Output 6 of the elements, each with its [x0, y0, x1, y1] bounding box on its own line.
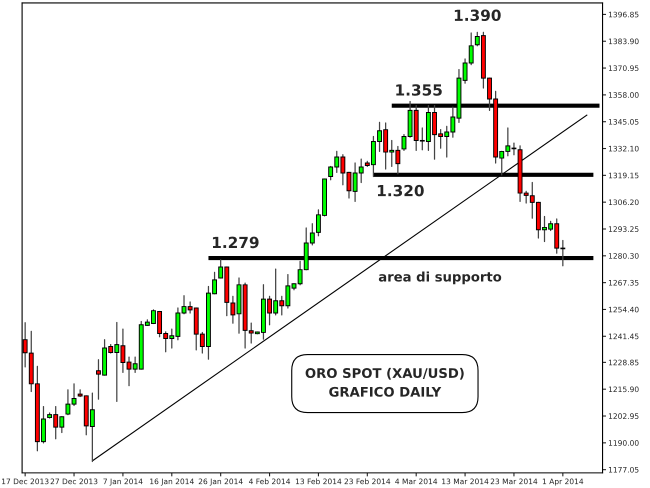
series-label: 1.320 — [378, 184, 424, 196]
annotation: 1.390 — [454, 9, 501, 22]
annotation: area di supporto — [378, 271, 502, 284]
series-label: 1.355 — [396, 84, 442, 96]
series-label: 1.279 — [212, 236, 259, 248]
annotation: ORO SPOT (XAU/USD) GRAFICO DAILY — [306, 368, 464, 397]
